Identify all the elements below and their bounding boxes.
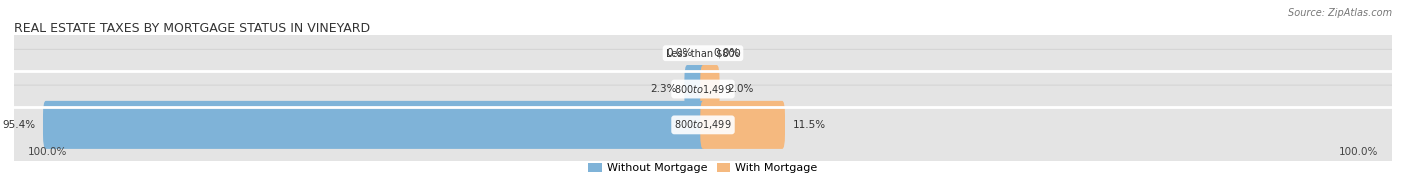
- FancyBboxPatch shape: [44, 101, 706, 149]
- Text: 11.5%: 11.5%: [793, 120, 825, 130]
- Text: 95.4%: 95.4%: [3, 120, 35, 130]
- FancyBboxPatch shape: [700, 65, 720, 113]
- FancyBboxPatch shape: [685, 65, 706, 113]
- Text: 100.0%: 100.0%: [1339, 147, 1378, 157]
- FancyBboxPatch shape: [8, 13, 1398, 93]
- Text: Source: ZipAtlas.com: Source: ZipAtlas.com: [1288, 8, 1392, 18]
- Text: 2.0%: 2.0%: [727, 84, 754, 94]
- Text: REAL ESTATE TAXES BY MORTGAGE STATUS IN VINEYARD: REAL ESTATE TAXES BY MORTGAGE STATUS IN …: [14, 22, 370, 34]
- FancyBboxPatch shape: [700, 101, 785, 149]
- Legend: Without Mortgage, With Mortgage: Without Mortgage, With Mortgage: [583, 158, 823, 178]
- Text: Less than $800: Less than $800: [665, 48, 741, 58]
- FancyBboxPatch shape: [8, 85, 1398, 165]
- Text: $800 to $1,499: $800 to $1,499: [675, 118, 731, 131]
- Text: 0.0%: 0.0%: [666, 48, 693, 58]
- Text: 0.0%: 0.0%: [713, 48, 740, 58]
- Text: 100.0%: 100.0%: [28, 147, 67, 157]
- Text: 2.3%: 2.3%: [651, 84, 676, 94]
- FancyBboxPatch shape: [8, 49, 1398, 129]
- Text: $800 to $1,499: $800 to $1,499: [675, 83, 731, 95]
